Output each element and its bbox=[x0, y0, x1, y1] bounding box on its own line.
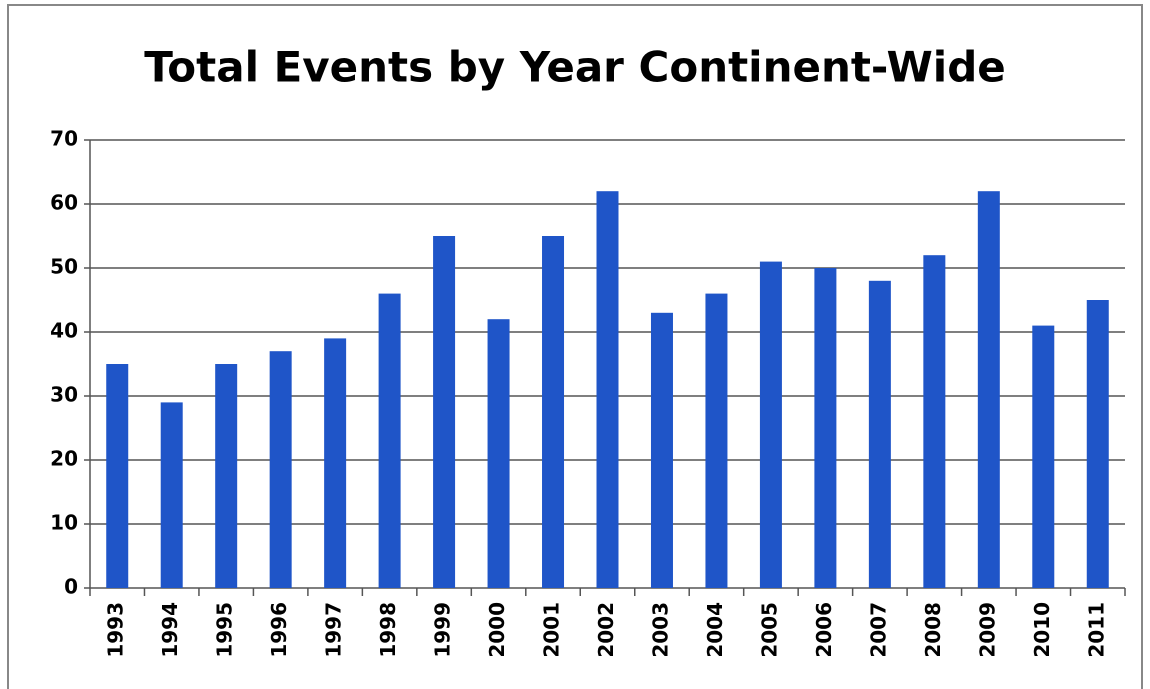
x-tick-label: 1993 bbox=[104, 602, 128, 658]
x-tick-label: 2006 bbox=[812, 602, 836, 658]
x-tick-label: 1995 bbox=[213, 602, 237, 658]
y-tick-label: 50 bbox=[50, 255, 78, 279]
y-tick-label: 70 bbox=[50, 127, 78, 151]
x-tick-label: 2000 bbox=[485, 602, 509, 658]
x-tick-label: 1994 bbox=[158, 602, 182, 658]
bar bbox=[106, 364, 129, 588]
bar bbox=[324, 338, 347, 588]
x-tick-label: 2008 bbox=[921, 602, 945, 658]
x-tick-label: 2010 bbox=[1030, 602, 1054, 658]
x-tick-label: 1999 bbox=[431, 602, 455, 658]
bar bbox=[977, 191, 1000, 588]
bar bbox=[215, 364, 238, 588]
x-tick-label: 2003 bbox=[648, 602, 672, 658]
x-tick-label: 1997 bbox=[322, 602, 346, 658]
x-tick-label: 2011 bbox=[1084, 602, 1108, 658]
bar bbox=[378, 293, 401, 588]
x-tick-label: 2004 bbox=[703, 602, 727, 658]
bar bbox=[596, 191, 619, 588]
bar bbox=[1032, 325, 1055, 588]
bar bbox=[542, 236, 565, 588]
x-tick-label: 1996 bbox=[267, 602, 291, 658]
bar bbox=[487, 319, 510, 588]
bar bbox=[705, 293, 728, 588]
x-tick-label: 2001 bbox=[540, 602, 564, 658]
bar bbox=[759, 261, 782, 588]
x-tick-label: 2005 bbox=[757, 602, 781, 658]
x-tick-label: 2009 bbox=[975, 602, 999, 658]
chart-frame bbox=[7, 4, 1143, 689]
bar bbox=[868, 280, 891, 588]
y-tick-label: 10 bbox=[50, 511, 78, 535]
bar bbox=[433, 236, 456, 588]
y-tick-label: 30 bbox=[50, 383, 78, 407]
chart-title: Total Events by Year Continent-Wide bbox=[144, 43, 1006, 92]
y-tick-label: 60 bbox=[50, 191, 78, 215]
bar bbox=[160, 402, 183, 588]
x-tick-label: 1998 bbox=[376, 602, 400, 658]
y-tick-label: 20 bbox=[50, 447, 78, 471]
bar bbox=[650, 312, 673, 588]
y-tick-label: 0 bbox=[64, 575, 78, 599]
bar bbox=[269, 351, 292, 588]
y-tick-label: 40 bbox=[50, 319, 78, 343]
bar bbox=[814, 268, 837, 588]
x-tick-label: 2007 bbox=[866, 602, 890, 658]
x-tick-label: 2002 bbox=[594, 602, 618, 658]
bar bbox=[1086, 300, 1109, 588]
bar bbox=[923, 255, 946, 588]
